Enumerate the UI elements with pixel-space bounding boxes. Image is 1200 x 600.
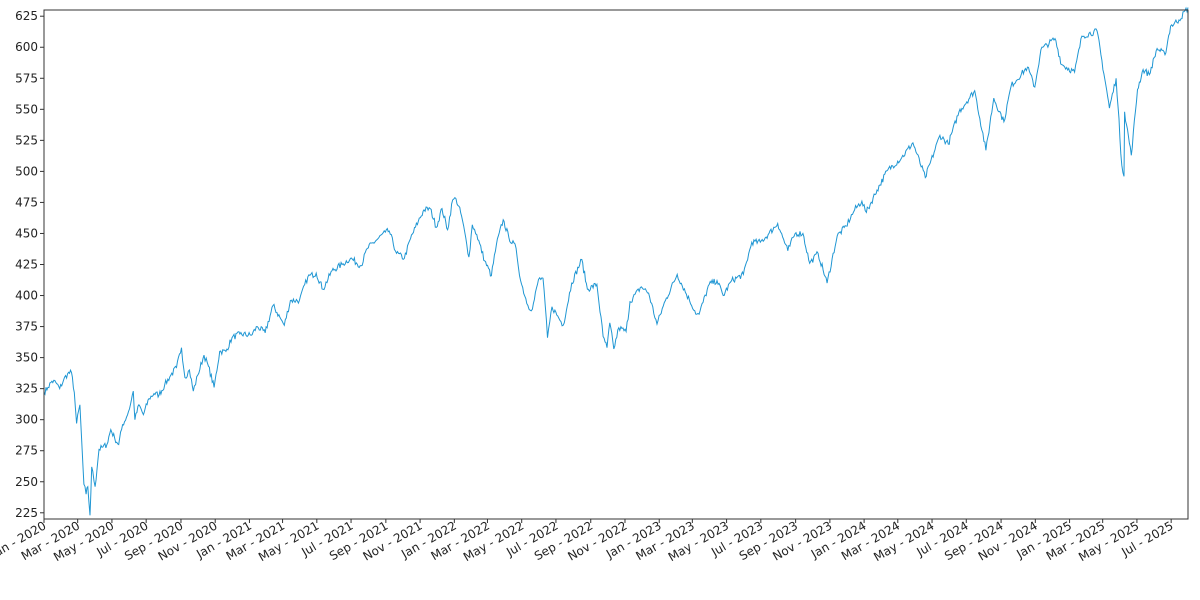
- y-tick-label: 625: [15, 9, 38, 23]
- y-tick-label: 475: [15, 195, 38, 209]
- y-tick-label: 425: [15, 258, 38, 272]
- y-tick-label: 350: [15, 351, 38, 365]
- plot-frame: [43, 9, 1189, 520]
- y-tick-label: 500: [15, 164, 38, 178]
- y-tick-label: 375: [15, 320, 38, 334]
- y-tick-label: 275: [15, 444, 38, 458]
- y-tick-label: 450: [15, 226, 38, 240]
- y-tick-label: 550: [15, 102, 38, 116]
- y-tick-label: 600: [15, 40, 38, 54]
- y-tick-label: 575: [15, 71, 38, 85]
- y-tick-label: 250: [15, 475, 38, 489]
- y-tick-label: 400: [15, 289, 38, 303]
- y-tick-label: 225: [15, 506, 38, 520]
- y-tick-label: 525: [15, 133, 38, 147]
- y-tick-label: 325: [15, 382, 38, 396]
- y-axis: 225 250 275 300 325 350 375 400 425 450 475 500 525 5…: [15, 9, 44, 520]
- price-series-line: [43, 6, 1189, 516]
- y-tick-label: 300: [15, 413, 38, 427]
